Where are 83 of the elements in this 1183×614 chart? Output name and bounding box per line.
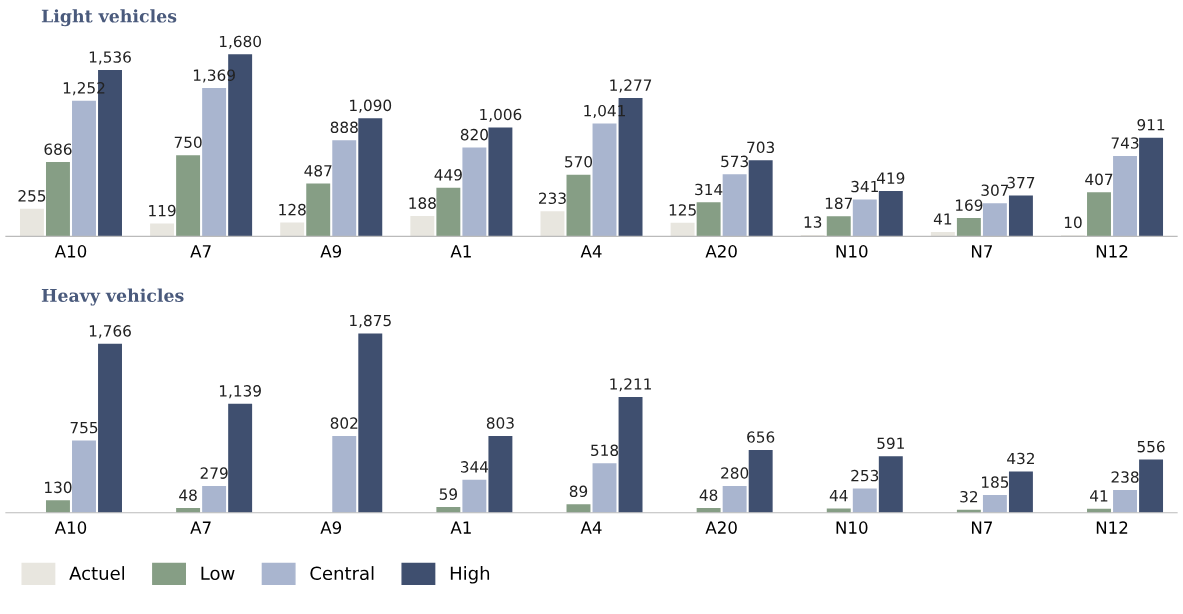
data-label: 130 (45, 481, 72, 494)
x-tick-label: N12 (1096, 521, 1128, 534)
data-label: 820 (460, 128, 488, 141)
data-label: 188 (409, 197, 436, 209)
data-label: 803 (486, 417, 514, 429)
data-label: 407 (1085, 173, 1113, 186)
data-label: 253 (851, 469, 879, 482)
data-label: 487 (304, 164, 332, 177)
data-label: 280 (721, 467, 749, 479)
legend-label: High (450, 566, 490, 584)
data-label: 743 (1111, 137, 1139, 149)
data-label: 518 (591, 444, 619, 457)
x-tick-label: A10 (54, 245, 87, 258)
data-label: 686 (44, 143, 72, 155)
data-label: 59 (439, 488, 457, 500)
data-label: 341 (851, 180, 878, 193)
data-label: 238 (1111, 471, 1139, 483)
x-tick-label: A7 (190, 521, 211, 534)
data-label: 1,875 (350, 314, 391, 328)
data-label: 1,277 (610, 79, 652, 93)
data-label: 32 (960, 490, 978, 503)
data-label: 755 (70, 422, 98, 434)
x-tick-label: N7 (971, 245, 992, 258)
data-label: 233 (539, 192, 566, 205)
data-label: 1,680 (219, 35, 261, 49)
data-label: 128 (279, 203, 306, 216)
data-label: 888 (330, 121, 358, 134)
data-label: 377 (1007, 176, 1035, 189)
data-label: 449 (434, 169, 462, 181)
data-label: 41 (933, 213, 952, 225)
legend-label: Low (201, 566, 235, 581)
x-tick-label: A7 (190, 245, 211, 258)
x-tick-label: N7 (971, 521, 992, 534)
data-label: 802 (330, 417, 358, 429)
data-label: 41 (1090, 490, 1108, 502)
data-label: 419 (876, 172, 905, 184)
x-tick-label: N10 (836, 245, 868, 258)
data-label: 750 (174, 136, 202, 148)
data-label: 911 (1137, 119, 1165, 131)
data-label: 1,211 (610, 378, 651, 392)
x-tick-label: A4 (580, 245, 602, 258)
x-tick-label: A1 (450, 521, 471, 534)
x-tick-label: A1 (450, 245, 471, 258)
data-label: 573 (721, 155, 748, 168)
data-label: 1,139 (219, 385, 261, 399)
data-label: 703 (747, 141, 775, 154)
legend-label: Actuel (69, 566, 125, 581)
data-label: 314 (695, 183, 723, 196)
data-label: 10 (1064, 216, 1082, 229)
x-tick-label: A20 (705, 245, 737, 258)
chart-title: Heavy vehicles (41, 288, 184, 306)
data-label: 279 (200, 467, 228, 479)
data-label: 89 (569, 485, 588, 498)
x-tick-label: N10 (836, 521, 868, 534)
x-tick-label: A9 (320, 245, 342, 258)
data-label: 570 (565, 155, 593, 168)
data-label: 48 (179, 489, 197, 501)
data-label: 1,766 (89, 325, 131, 339)
x-tick-label: A9 (320, 521, 342, 534)
data-label: 44 (829, 490, 848, 502)
data-label: 255 (18, 190, 46, 202)
data-label: 48 (699, 489, 718, 501)
data-label: 307 (981, 184, 1009, 196)
x-tick-label: A20 (705, 521, 737, 534)
data-label: 125 (669, 204, 696, 216)
data-label: 169 (955, 199, 983, 211)
data-label: 13 (804, 216, 822, 228)
data-label: 432 (1007, 452, 1034, 465)
data-label: 185 (982, 476, 1009, 488)
x-tick-label: A4 (580, 521, 602, 534)
data-label: 344 (460, 461, 489, 473)
data-label: 119 (149, 204, 176, 217)
chart-title: Light vehicles (41, 9, 177, 27)
data-label: 591 (877, 437, 904, 450)
legend-label: Central (310, 566, 374, 581)
x-tick-label: A10 (54, 521, 87, 534)
data-label: 656 (747, 431, 775, 443)
data-label: 1,006 (480, 108, 522, 122)
x-tick-label: N12 (1096, 245, 1128, 258)
data-label: 187 (825, 197, 853, 209)
data-label: 1,536 (89, 51, 131, 65)
data-label: 1,090 (350, 99, 392, 113)
data-label: 556 (1137, 440, 1165, 453)
